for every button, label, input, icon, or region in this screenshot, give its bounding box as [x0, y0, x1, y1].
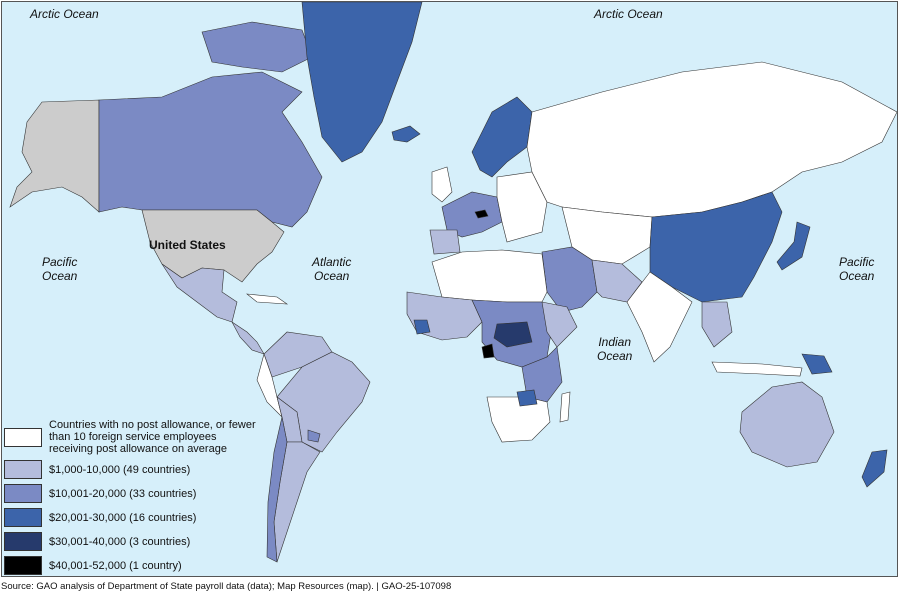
legend-label: $10,001-20,000 (33 countries): [49, 487, 197, 500]
russia: [526, 61, 897, 218]
india: [626, 271, 693, 363]
iceland: [391, 125, 421, 143]
greenland: [301, 2, 423, 163]
north-africa: [431, 249, 548, 303]
canada: [98, 71, 323, 228]
sierra-leone: [413, 319, 431, 335]
legend-swatch: [4, 556, 42, 575]
new-zealand: [861, 449, 888, 488]
arctic-ocean-label-west: Arctic Ocean: [30, 7, 99, 21]
canada-arctic-islands: [201, 21, 313, 73]
mexico: [161, 263, 238, 323]
gabon: [481, 343, 495, 359]
legend-item-tier5: $40,001-52,000 (1 country): [4, 556, 262, 575]
indonesia: [711, 361, 803, 377]
southeast-asia: [701, 301, 733, 348]
legend-item-tier3: $20,001-30,000 (16 countries): [4, 508, 262, 527]
legend-label: $20,001-30,000 (16 countries): [49, 511, 197, 524]
japan: [776, 221, 811, 271]
legend: Countries with no post allowance, or few…: [4, 419, 262, 576]
legend-swatch: [4, 484, 42, 503]
legend-swatch: [4, 460, 42, 479]
alaska: [9, 99, 100, 213]
papua-new-guinea: [801, 353, 833, 375]
legend-item-tier2: $10,001-20,000 (33 countries): [4, 484, 262, 503]
switzerland: [474, 209, 489, 219]
legend-swatch: [4, 427, 42, 447]
cuba: [246, 293, 289, 305]
atlantic-ocean-label: Atlantic Ocean: [312, 255, 352, 283]
world-map: Arctic Ocean Arctic Ocean Pacific Ocean …: [1, 1, 898, 577]
australia: [739, 381, 835, 468]
chile: [266, 416, 288, 563]
legend-item-tier4: $30,001-40,000 (3 countries): [4, 532, 262, 551]
zimbabwe: [516, 389, 538, 407]
legend-swatch: [4, 532, 42, 551]
pacific-ocean-label-east: Pacific Ocean: [839, 255, 875, 283]
car-chad-region: [493, 321, 533, 348]
indian-ocean-label: Indian Ocean: [597, 335, 633, 363]
united-states-label: United States: [149, 238, 226, 252]
legend-label: $30,001-40,000 (3 countries): [49, 535, 191, 548]
map-canvas: [9, 2, 897, 563]
legend-item-tier1: $1,000-10,000 (49 countries): [4, 460, 262, 479]
legend-swatch: [4, 508, 42, 527]
uk: [431, 166, 453, 203]
central-america: [231, 321, 265, 355]
legend-label: $40,001-52,000 (1 country): [49, 559, 182, 572]
uruguay: [307, 429, 321, 443]
pacific-ocean-label-west: Pacific Ocean: [42, 255, 78, 283]
iberia: [429, 229, 461, 255]
scandinavia: [471, 96, 533, 178]
source-note: Source: GAO analysis of Department of St…: [1, 581, 452, 592]
southern-africa: [486, 396, 551, 443]
horn-of-africa: [541, 301, 578, 348]
arctic-ocean-label-east: Arctic Ocean: [594, 7, 663, 21]
legend-label: $1,000-10,000 (49 countries): [49, 463, 191, 476]
madagascar: [559, 391, 571, 423]
middle-east: [541, 246, 598, 313]
legend-item-none: Countries with no post allowance, or few…: [4, 419, 262, 455]
legend-label: Countries with no post allowance, or few…: [49, 419, 256, 455]
